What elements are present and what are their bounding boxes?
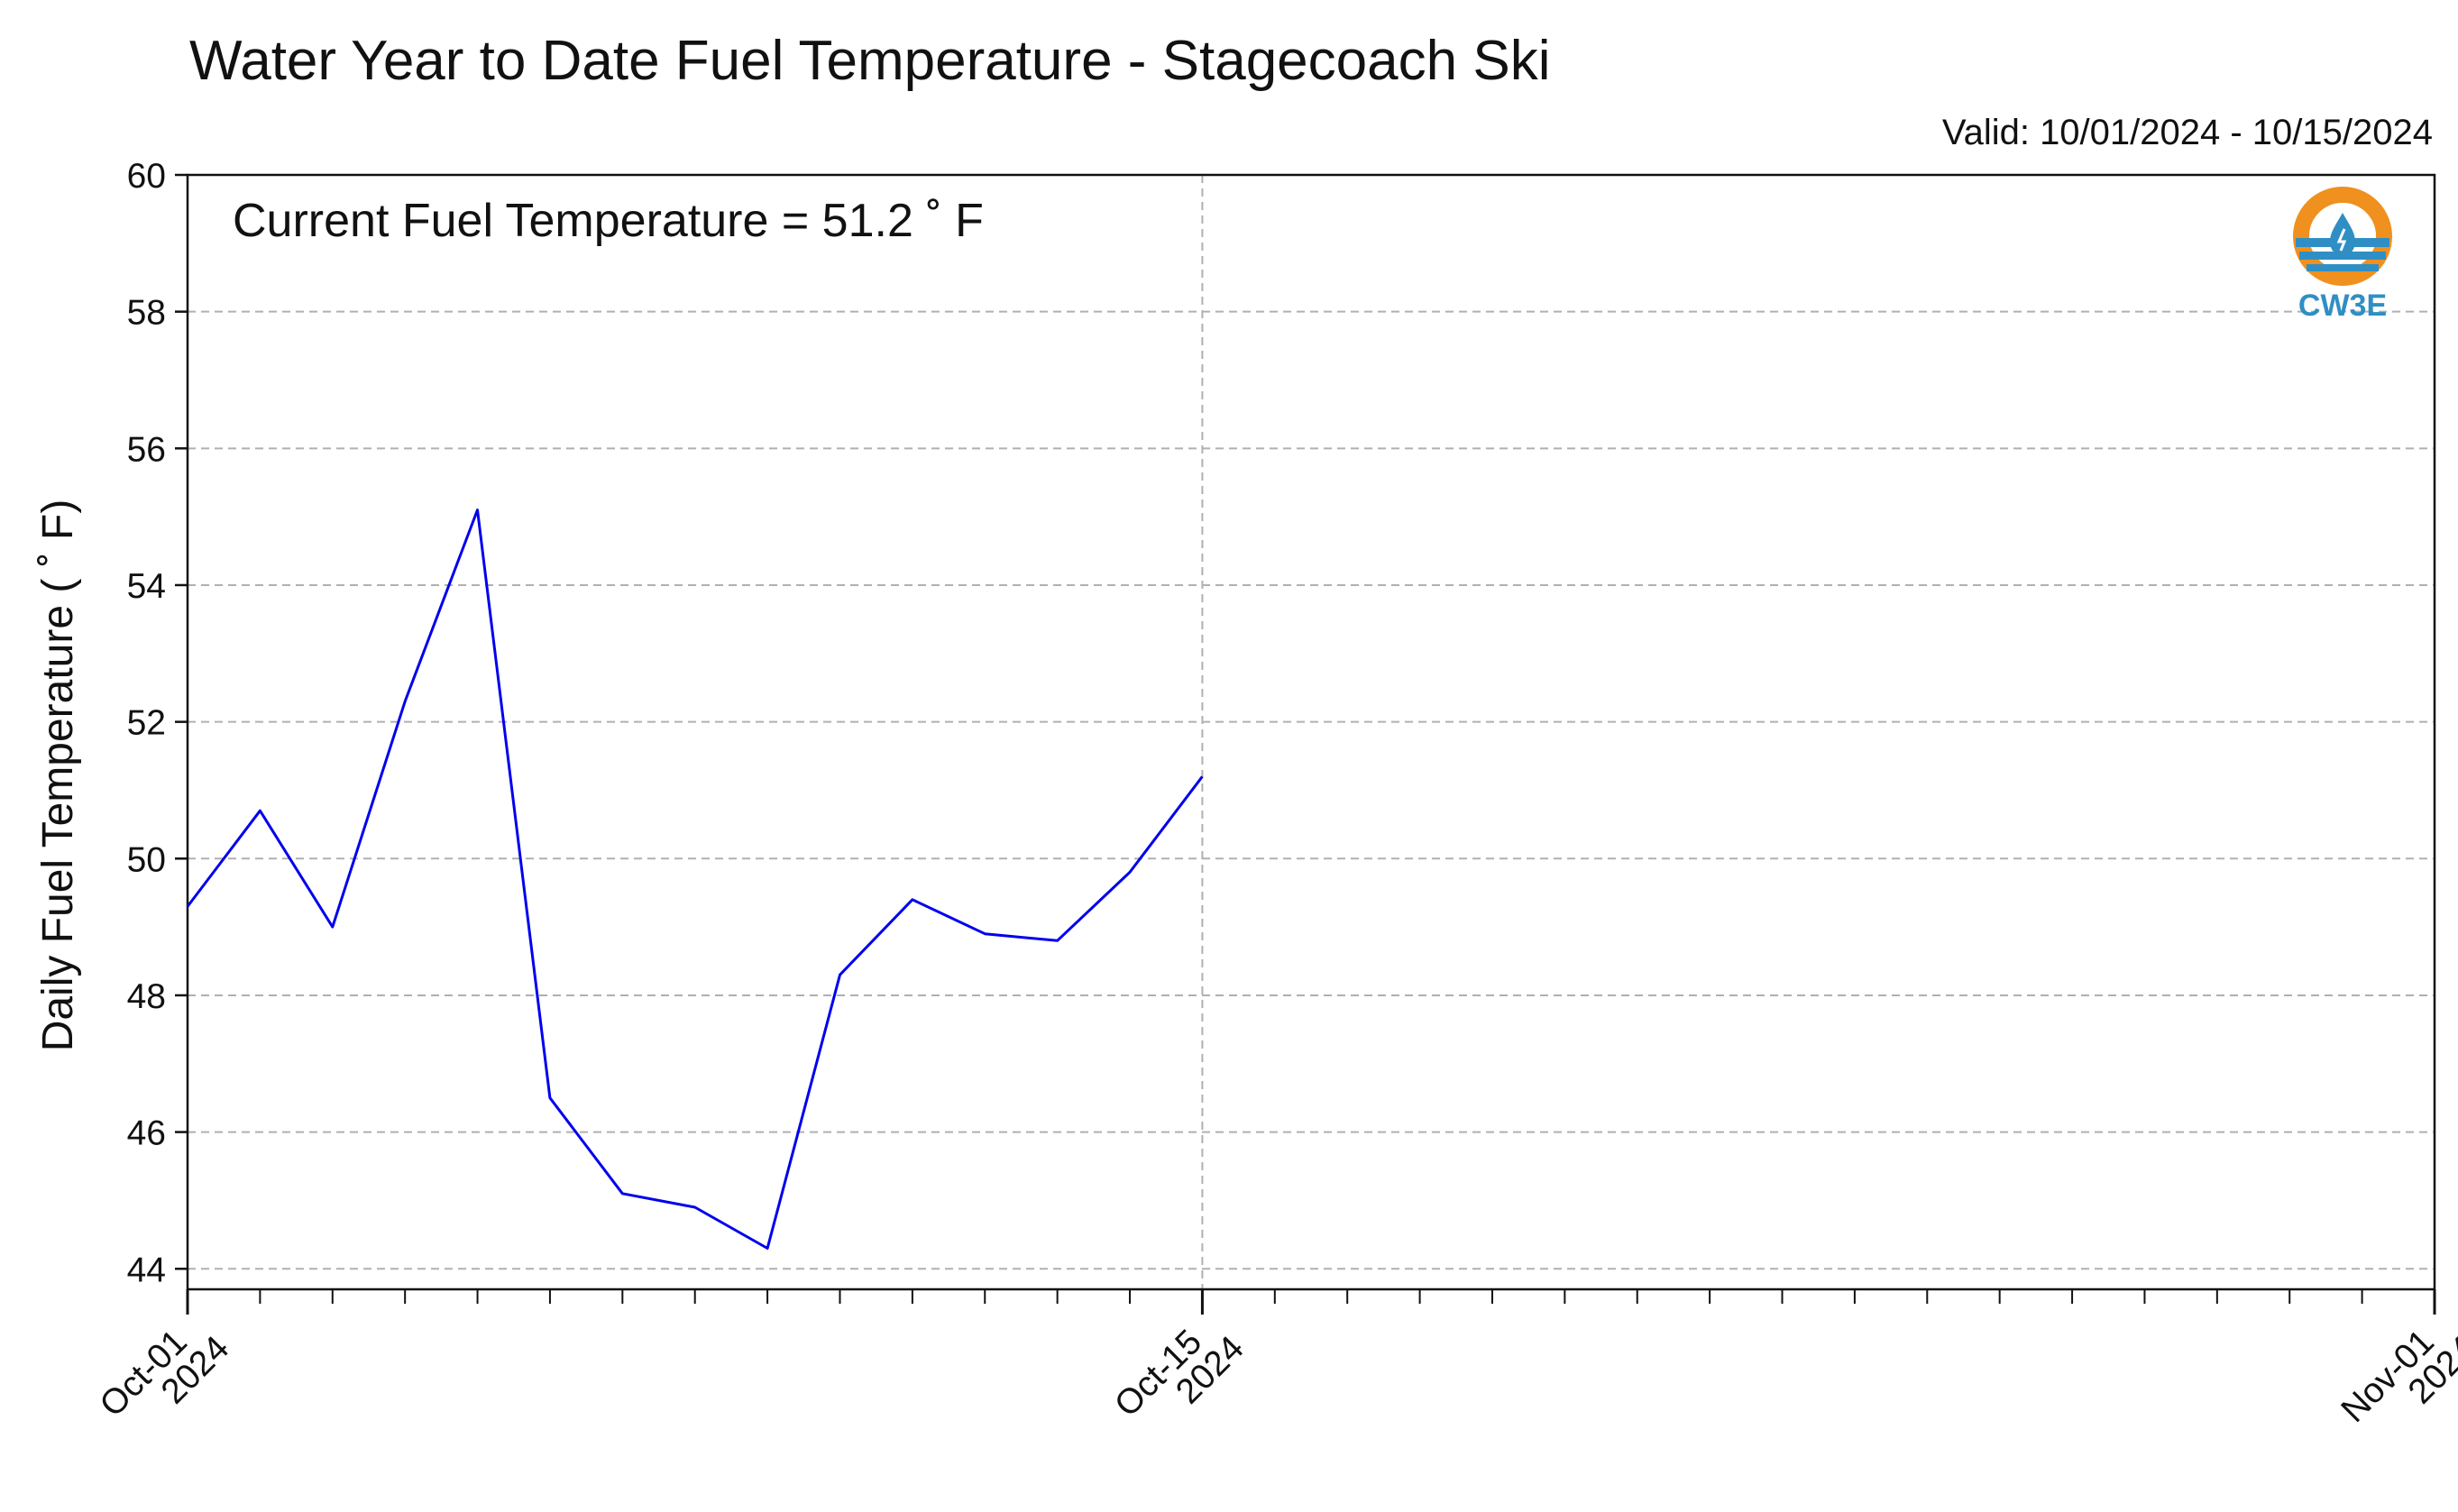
y-tick-label: 44 [127, 1251, 166, 1289]
cw3e-logo-text: CW3E [2298, 289, 2387, 323]
cw3e-logo: CW3E [2293, 187, 2392, 323]
valid-date-range: Valid: 10/01/2024 - 10/15/2024 [1942, 113, 2433, 152]
y-tick-label: 50 [127, 840, 166, 879]
y-tick-label: 54 [127, 567, 166, 606]
y-tick-label: 58 [127, 294, 166, 333]
plot-frame [186, 173, 2436, 1291]
y-tick-label: 46 [127, 1114, 166, 1153]
y-axis-label: Daily Fuel Temperature ( ˚ F) [34, 499, 82, 1052]
current-temperature-annotation: Current Fuel Temperature = 51.2 ˚ F [233, 195, 984, 247]
y-tick-label: 52 [127, 704, 166, 743]
y-axis-ticks: 44 46 48 50 52 54 56 58 60 [127, 157, 188, 1289]
series-layer [186, 509, 1204, 1250]
y-tick-label: 56 [127, 430, 166, 469]
cw3e-logo-icon [2293, 187, 2392, 286]
series-line [186, 509, 1204, 1250]
grid-lines [188, 174, 2435, 1289]
axes [186, 173, 2436, 1291]
y-tick-label: 60 [127, 157, 166, 196]
chart-title: Water Year to Date Fuel Temperature - St… [189, 30, 1550, 92]
y-tick-label: 48 [127, 977, 166, 1016]
